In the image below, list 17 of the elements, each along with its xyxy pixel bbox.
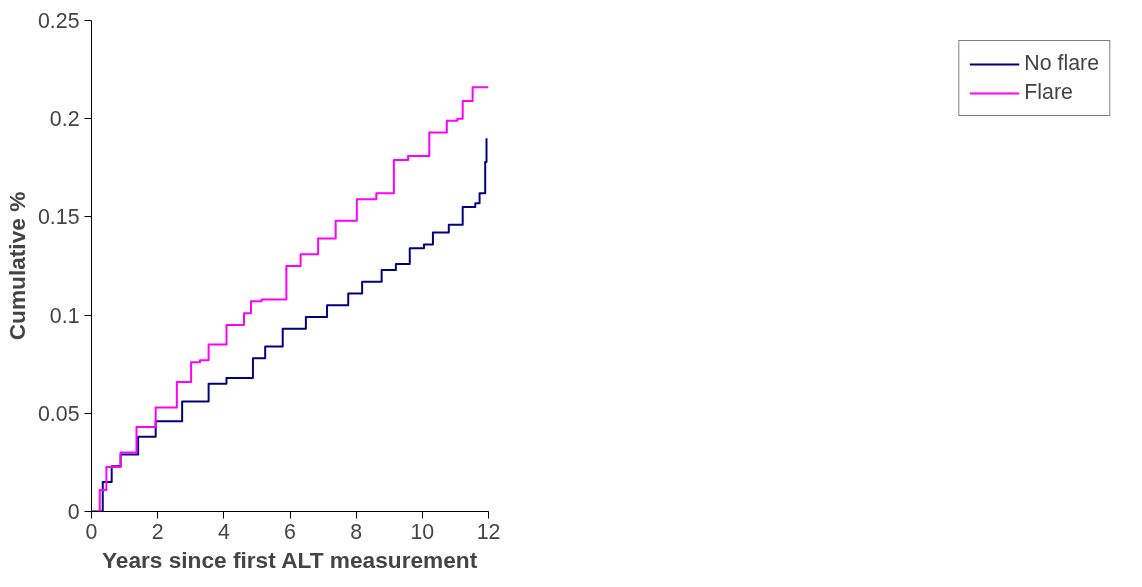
x-axis-title: Years since first ALT measurement	[101, 546, 478, 573]
x-tick-label: 6	[284, 519, 296, 544]
y-tick-label: 0.2	[49, 107, 80, 132]
y-tick-label: 0	[67, 500, 80, 524]
x-tick-label: 10	[410, 519, 435, 544]
y-tick-label: 0.25	[37, 9, 80, 33]
x-tick-label: 2	[151, 519, 164, 544]
y-tick-label: 0.15	[37, 205, 80, 230]
x-tick-label: 0	[85, 519, 98, 544]
legend-label: Flare	[1024, 80, 1073, 105]
x-tick-label: 8	[350, 519, 363, 544]
y-tick-label: 0.1	[49, 303, 80, 328]
y-axis-title: Cumulative %	[3, 191, 30, 341]
x-tick-label: 12	[476, 519, 501, 544]
legend-label: No flare	[1024, 51, 1099, 76]
x-tick-label: 4	[217, 519, 230, 544]
y-tick-label: 0.05	[37, 401, 80, 426]
